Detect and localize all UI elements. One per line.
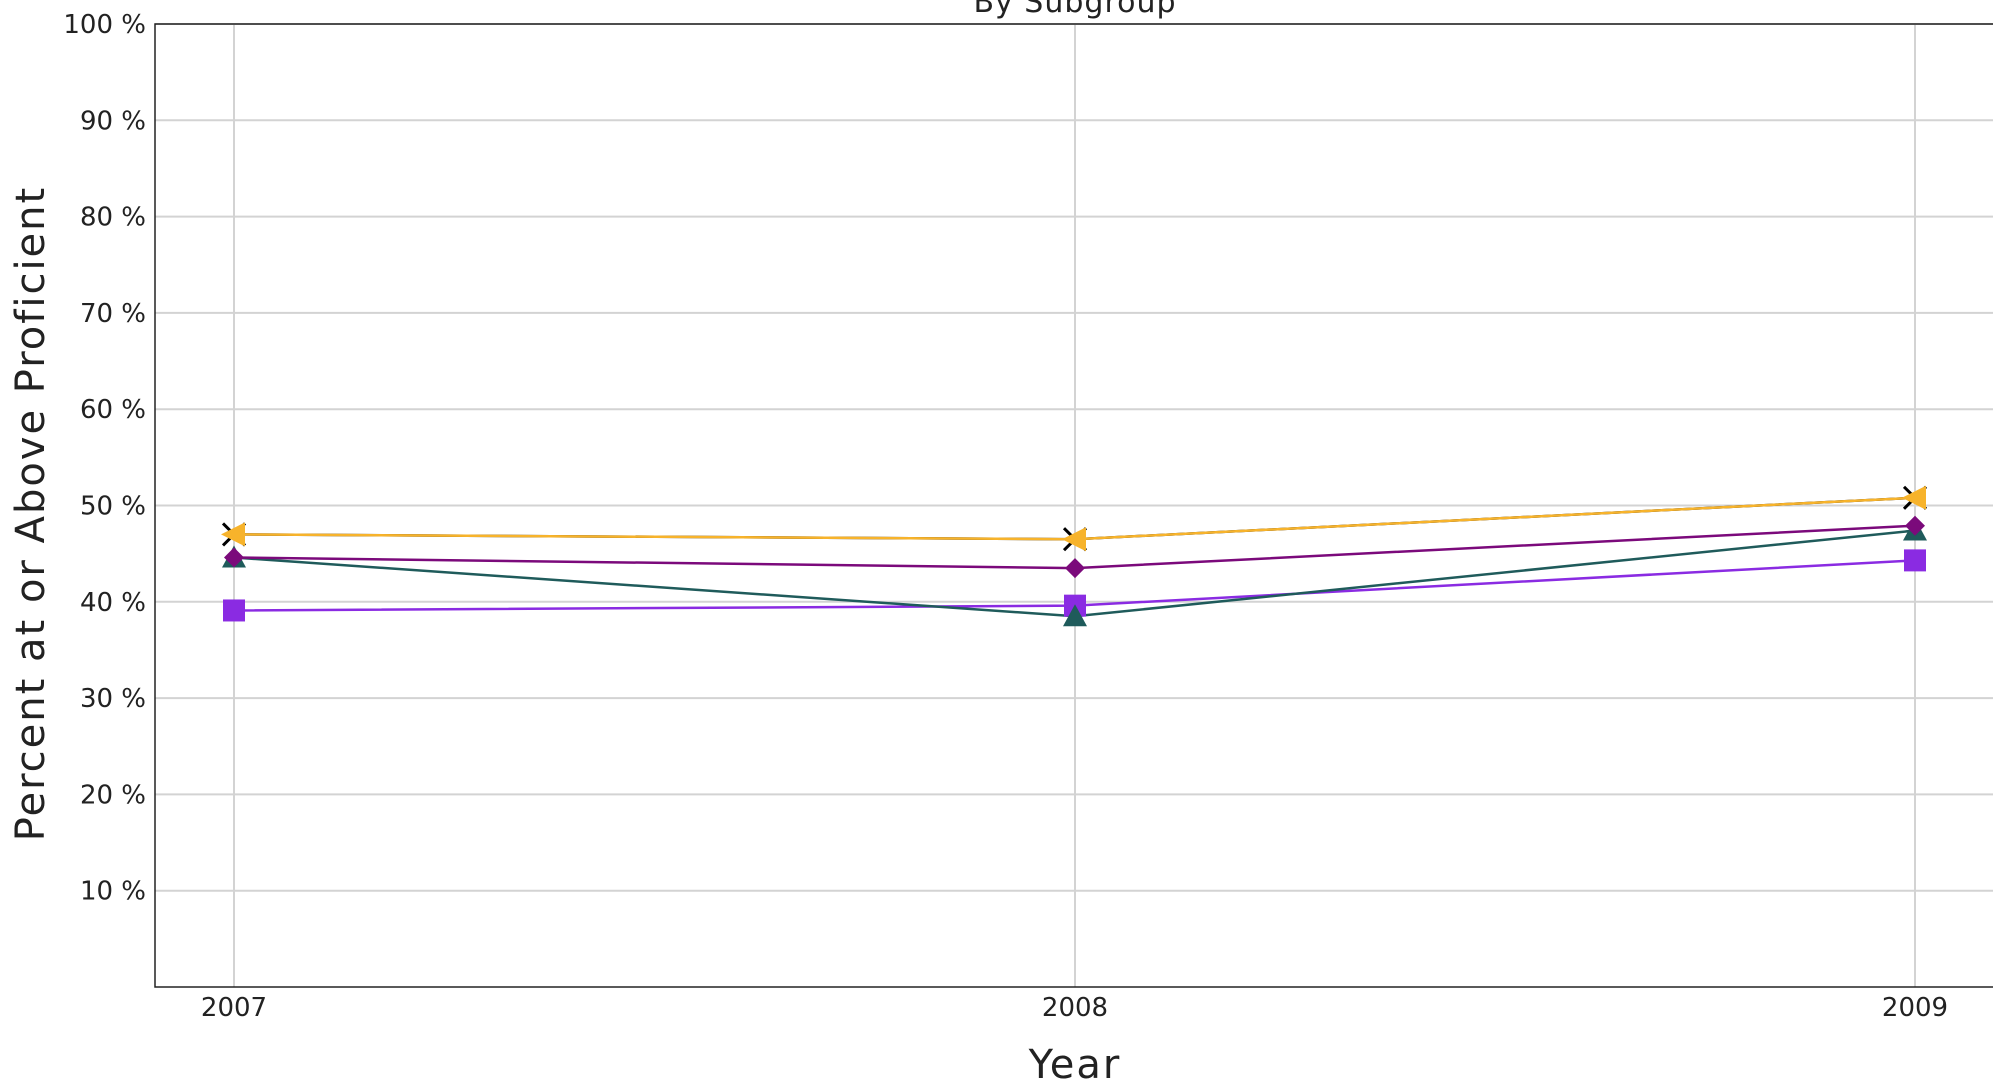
diamond-marker [1905,515,1925,536]
series-markers [221,485,1928,627]
diamond-marker [224,547,244,568]
y-tick-label: 30 % [80,684,146,714]
plot-frame [154,23,1993,988]
square-marker [1904,549,1926,572]
y-tick-label: 100 % [63,10,146,40]
y-tick-label: 10 % [80,877,146,907]
diamond-marker [1065,558,1085,579]
chart-title: By Subgroup [973,0,1176,20]
y-axis-title: Percent at or Above Proficient [8,186,54,841]
y-tick-label: 90 % [80,106,146,136]
x-tick-label: 2009 [1882,993,1948,1023]
triangle-left-marker [221,522,245,547]
y-tick-label: 60 % [80,395,146,425]
square-marker [223,599,245,622]
x-tick-label: 2008 [1042,993,1108,1023]
y-tick-label: 80 % [80,203,146,233]
y-tick-label: 70 % [80,299,146,329]
y-axis-ticks: 10 % 20 % 30 % 40 % 50 % 60 % 70 % 80 % 90 % 100 … [63,10,146,907]
y-tick-label: 20 % [80,780,146,810]
x-axis-title: Year [1028,1042,1122,1087]
triangle-left-marker [1062,527,1086,552]
triangle-up-marker [1063,604,1087,627]
x-axis-ticks: 2007 2008 2009 [201,993,1948,1023]
x-tick-label: 2007 [201,993,267,1023]
y-tick-label: 50 % [80,492,146,522]
triangle-left-marker [1902,485,1926,510]
y-tick-label: 40 % [80,588,146,618]
grid [155,23,1993,987]
